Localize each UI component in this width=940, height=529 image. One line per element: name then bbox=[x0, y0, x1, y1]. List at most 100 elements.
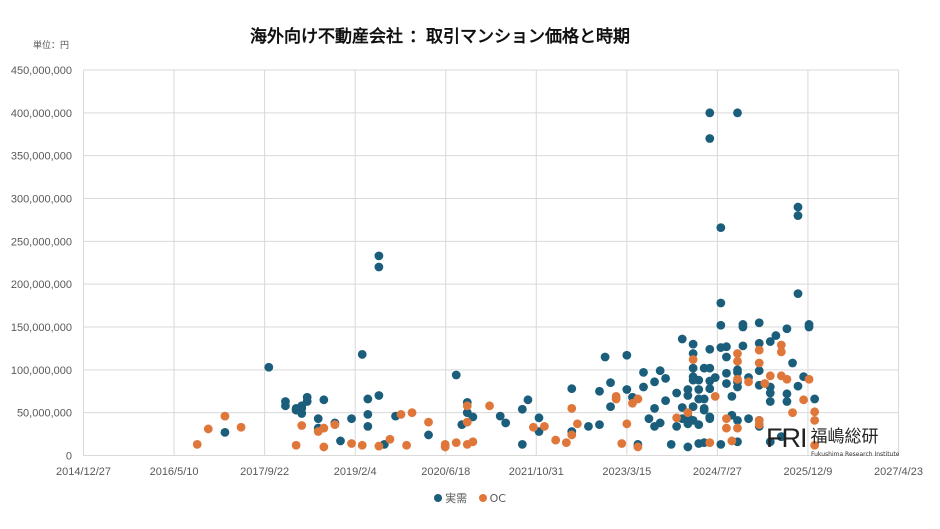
data-point-jitsuju bbox=[716, 439, 726, 449]
data-point-oc bbox=[319, 423, 329, 433]
data-point-jitsuju bbox=[424, 430, 433, 440]
data-point-oc bbox=[567, 430, 577, 440]
data-point-jitsuju bbox=[683, 442, 693, 452]
data-point-jitsuju bbox=[694, 385, 704, 394]
data-point-jitsuju bbox=[363, 409, 373, 419]
data-point-jitsuju bbox=[754, 366, 764, 376]
data-point-jitsuju bbox=[754, 318, 764, 328]
data-point-jitsuju bbox=[672, 421, 682, 431]
data-point-oc bbox=[733, 374, 742, 384]
x-tick-label: 2025/12/9 bbox=[783, 466, 832, 478]
data-point-oc bbox=[297, 421, 307, 430]
legend-label: OC bbox=[489, 491, 506, 505]
data-point-jitsuju bbox=[639, 368, 648, 377]
data-point-oc bbox=[407, 408, 417, 418]
y-tick-label: 300,000,000 bbox=[11, 194, 72, 206]
data-point-oc bbox=[440, 442, 450, 452]
data-point-jitsuju bbox=[771, 331, 781, 340]
data-point-oc bbox=[462, 417, 472, 427]
data-point-jitsuju bbox=[688, 402, 698, 412]
data-point-oc bbox=[617, 439, 627, 448]
x-tick-label: 2021/10/31 bbox=[509, 466, 564, 478]
y-tick-label: 400,000,000 bbox=[11, 108, 72, 120]
data-point-jitsuju bbox=[705, 384, 715, 394]
data-point-oc bbox=[754, 420, 764, 430]
data-point-jitsuju bbox=[738, 320, 748, 329]
data-point-oc bbox=[754, 345, 764, 355]
data-point-jitsuju bbox=[517, 439, 527, 449]
data-point-oc bbox=[788, 408, 797, 418]
legend: 実需 OC bbox=[0, 490, 940, 506]
data-point-jitsuju bbox=[264, 362, 274, 372]
data-point-jitsuju bbox=[705, 108, 715, 118]
data-point-oc bbox=[611, 394, 621, 404]
data-point-jitsuju bbox=[705, 363, 715, 373]
data-point-oc bbox=[760, 379, 770, 388]
data-point-jitsuju bbox=[666, 439, 676, 449]
data-point-jitsuju bbox=[661, 374, 670, 383]
data-point-jitsuju bbox=[705, 134, 715, 143]
data-point-jitsuju bbox=[374, 262, 384, 272]
y-tick-label: 100,000,000 bbox=[11, 365, 72, 377]
data-point-jitsuju bbox=[644, 414, 654, 424]
logo-mark: FRI bbox=[766, 423, 807, 453]
data-point-jitsuju bbox=[716, 320, 726, 330]
data-point-jitsuju bbox=[683, 391, 693, 400]
data-point-jitsuju bbox=[793, 289, 803, 298]
data-point-jitsuju bbox=[765, 388, 775, 398]
data-point-oc bbox=[402, 440, 412, 450]
y-axis-ticks: 0 50,000,000 100,000,000 150,000,000 200,000… bbox=[11, 65, 72, 463]
data-point-oc bbox=[396, 409, 406, 419]
data-point-jitsuju bbox=[793, 381, 803, 391]
legend-label: 実需 bbox=[445, 492, 468, 505]
data-point-oc bbox=[799, 395, 808, 405]
data-point-oc bbox=[810, 415, 820, 425]
data-point-oc bbox=[330, 420, 340, 430]
data-point-jitsuju bbox=[319, 395, 329, 405]
data-point-oc bbox=[385, 434, 395, 444]
data-point-oc bbox=[633, 442, 643, 452]
data-point-oc bbox=[733, 423, 742, 433]
x-tick-label: 2024/7/27 bbox=[693, 466, 742, 478]
data-point-oc bbox=[192, 439, 202, 449]
x-tick-label: 2023/3/15 bbox=[602, 466, 651, 478]
legend-marker bbox=[478, 494, 487, 502]
data-point-jitsuju bbox=[710, 373, 720, 382]
data-point-jitsuju bbox=[716, 223, 726, 233]
data-point-jitsuju bbox=[733, 108, 742, 118]
data-point-jitsuju bbox=[810, 394, 820, 404]
x-tick-label: 2020/6/18 bbox=[421, 466, 470, 478]
x-tick-label: 2027/4/23 bbox=[874, 466, 923, 478]
data-point-oc bbox=[705, 438, 715, 448]
data-point-jitsuju bbox=[655, 366, 665, 376]
data-point-oc bbox=[765, 371, 775, 381]
data-point-jitsuju bbox=[606, 378, 615, 388]
data-point-jitsuju bbox=[672, 388, 682, 398]
y-tick-label: 0 bbox=[66, 451, 72, 463]
data-point-jitsuju bbox=[363, 421, 373, 431]
data-point-jitsuju bbox=[661, 396, 670, 406]
grid bbox=[83, 69, 899, 456]
data-point-jitsuju bbox=[688, 363, 698, 373]
data-point-oc bbox=[672, 413, 682, 423]
data-point-oc bbox=[776, 340, 786, 350]
data-point-jitsuju bbox=[782, 324, 792, 334]
data-point-jitsuju bbox=[281, 397, 290, 406]
data-point-oc bbox=[561, 438, 571, 448]
data-point-oc bbox=[804, 374, 814, 384]
data-point-jitsuju bbox=[765, 337, 775, 346]
logo-name-en: Fukushima Research Institute bbox=[811, 451, 900, 458]
data-point-jitsuju bbox=[622, 385, 632, 394]
data-point-jitsuju bbox=[738, 341, 748, 351]
data-point-oc bbox=[424, 417, 433, 427]
data-point-oc bbox=[451, 438, 461, 448]
legend-item-jitsuju: 実需 bbox=[434, 490, 467, 506]
data-point-oc bbox=[319, 442, 329, 452]
y-tick-label: 350,000,000 bbox=[11, 151, 72, 163]
data-point-oc bbox=[754, 358, 764, 368]
data-point-oc bbox=[220, 411, 230, 421]
data-point-oc bbox=[733, 356, 742, 366]
data-point-oc bbox=[683, 408, 693, 418]
data-point-jitsuju bbox=[523, 395, 533, 405]
data-point-jitsuju bbox=[677, 403, 687, 412]
